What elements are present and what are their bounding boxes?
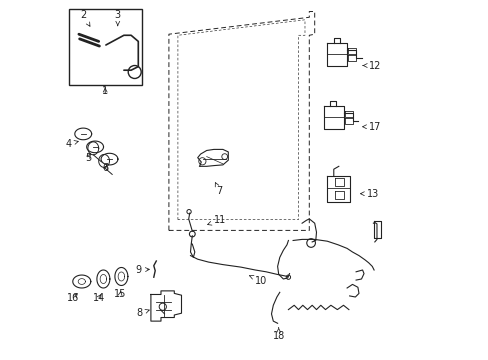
Text: 4: 4 bbox=[65, 139, 78, 149]
Text: 5: 5 bbox=[84, 153, 91, 163]
Text: 8: 8 bbox=[137, 308, 149, 318]
Text: 13: 13 bbox=[360, 189, 378, 199]
Text: 17: 17 bbox=[362, 122, 380, 132]
Text: 14: 14 bbox=[92, 293, 104, 303]
Text: 11: 11 bbox=[207, 215, 225, 225]
Text: 9: 9 bbox=[136, 265, 149, 275]
Bar bbox=[69, 9, 142, 85]
Text: 16: 16 bbox=[67, 293, 80, 303]
Text: 1: 1 bbox=[102, 86, 108, 96]
Text: 2: 2 bbox=[80, 10, 90, 26]
Text: 10: 10 bbox=[249, 275, 267, 286]
Text: 15: 15 bbox=[114, 289, 126, 300]
Text: 6: 6 bbox=[102, 163, 109, 174]
Text: 3: 3 bbox=[115, 10, 121, 26]
Text: 18: 18 bbox=[272, 328, 284, 341]
Text: 12: 12 bbox=[362, 60, 380, 71]
Text: 7: 7 bbox=[215, 183, 222, 196]
